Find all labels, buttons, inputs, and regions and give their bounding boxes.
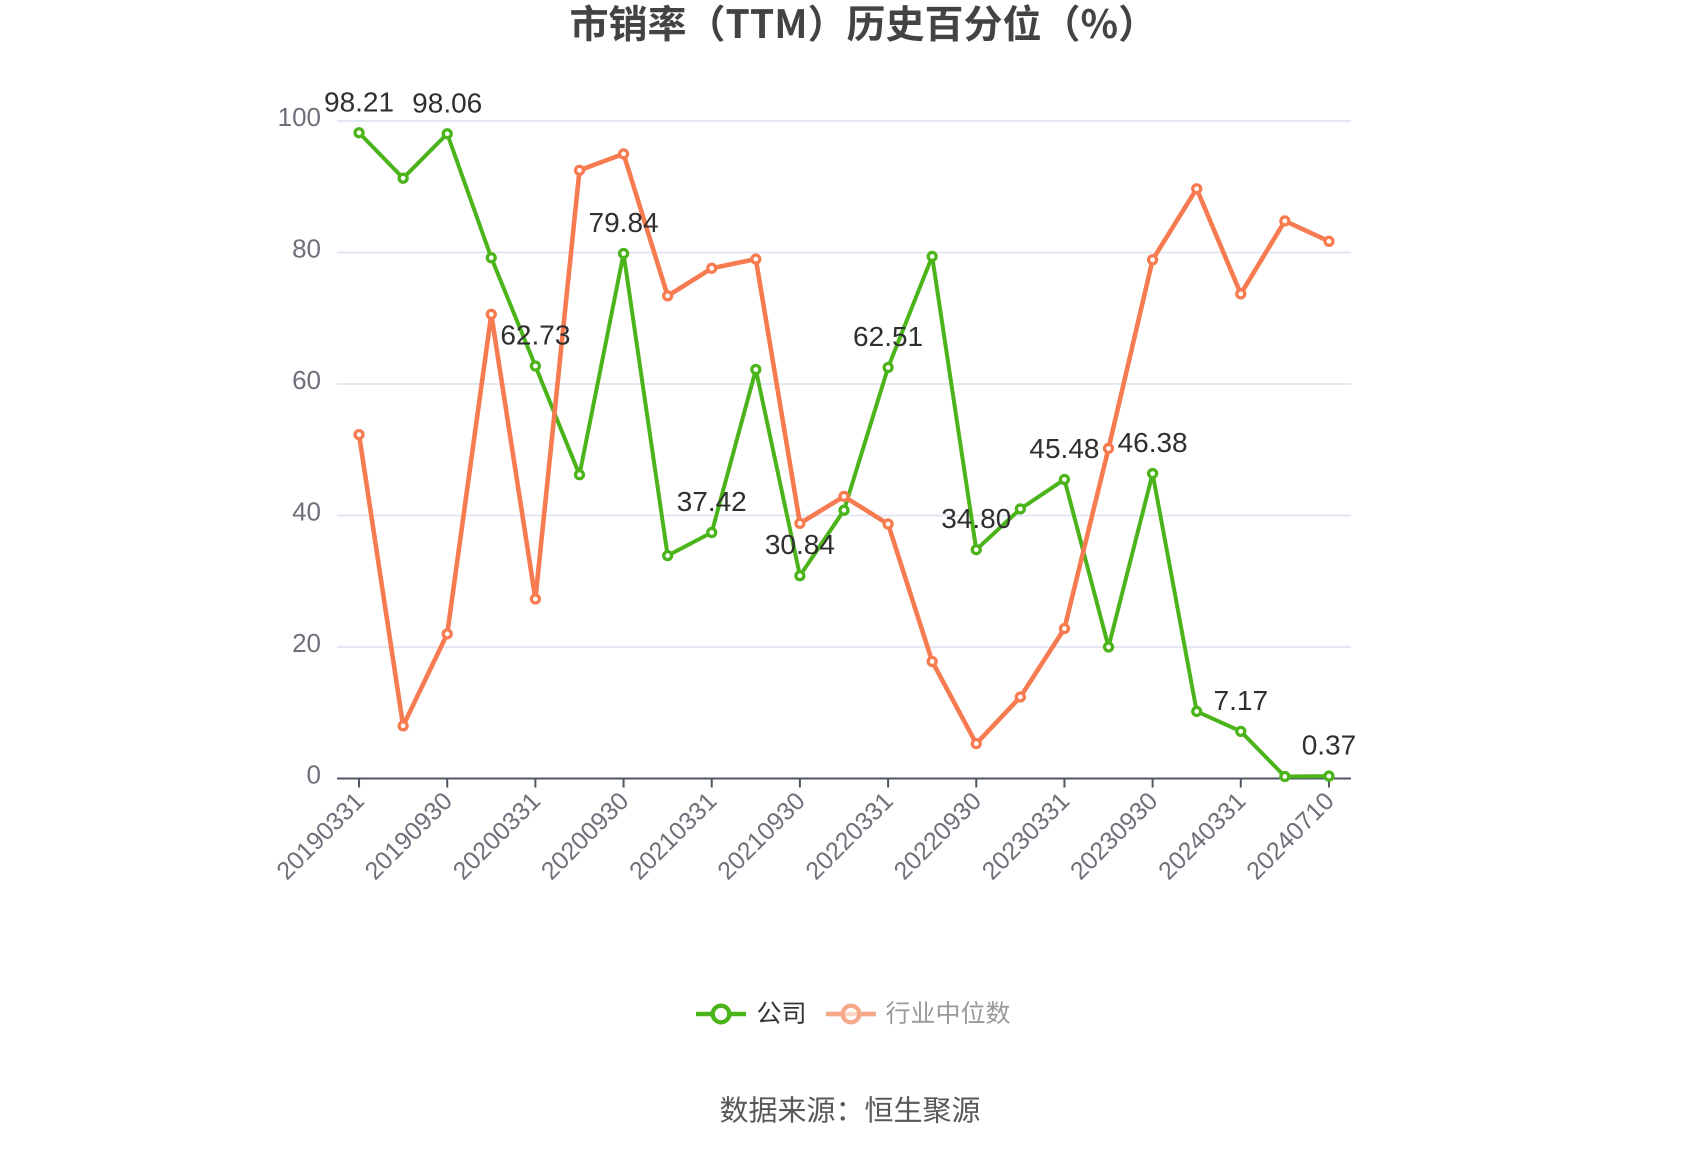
svg-text:7.17: 7.17 (1214, 685, 1269, 716)
svg-text:40: 40 (292, 497, 321, 527)
svg-text:62.51: 62.51 (853, 321, 923, 352)
svg-text:0: 0 (307, 760, 321, 790)
svg-text:62.73: 62.73 (500, 320, 570, 351)
svg-text:34.80: 34.80 (941, 503, 1011, 534)
svg-text:60: 60 (292, 365, 321, 395)
svg-text:98.06: 98.06 (412, 87, 482, 118)
svg-text:98.21: 98.21 (324, 86, 394, 117)
svg-text:30.84: 30.84 (765, 529, 835, 560)
svg-text:37.42: 37.42 (677, 486, 747, 517)
svg-text:20: 20 (292, 628, 321, 658)
svg-text:46.38: 46.38 (1118, 427, 1188, 458)
svg-text:80: 80 (292, 234, 321, 264)
svg-text:79.84: 79.84 (589, 207, 659, 238)
svg-text:45.48: 45.48 (1029, 433, 1099, 464)
svg-text:0.37: 0.37 (1302, 730, 1357, 761)
svg-text:100: 100 (278, 102, 321, 132)
